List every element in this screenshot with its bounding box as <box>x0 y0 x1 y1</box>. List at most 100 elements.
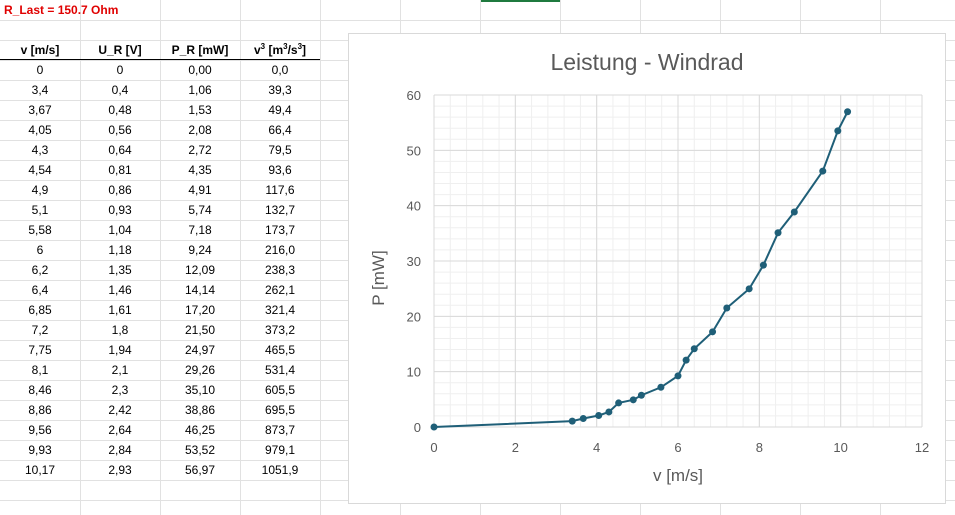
header-v[interactable]: v [m/s] <box>0 40 80 60</box>
data-point[interactable] <box>844 108 852 116</box>
cell-u-r[interactable]: 1,46 <box>108 283 132 297</box>
r-last-label[interactable]: R_Last = 150.7 Ohm <box>4 3 119 17</box>
data-point[interactable] <box>674 372 682 380</box>
cell-u-r[interactable]: 2,84 <box>108 443 132 457</box>
cell-v[interactable]: 6,2 <box>31 263 49 277</box>
cell-v[interactable]: 5,58 <box>28 223 52 237</box>
cell-u-r[interactable]: 2,3 <box>111 383 129 397</box>
cell-p-r[interactable]: 2,72 <box>188 143 212 157</box>
cell-u-r[interactable]: 0,81 <box>108 163 132 177</box>
cell-v-cubed[interactable]: 465,5 <box>264 343 296 357</box>
cell-v-cubed[interactable]: 93,6 <box>268 163 292 177</box>
header-v-cubed[interactable]: v3 [m3/s3] <box>240 40 320 60</box>
cell-v[interactable]: 9,93 <box>28 443 52 457</box>
cell-u-r[interactable]: 2,42 <box>108 403 132 417</box>
cell-u-r[interactable]: 1,94 <box>108 343 132 357</box>
data-point[interactable] <box>657 383 665 391</box>
cell-u-r[interactable]: 0,48 <box>108 103 132 117</box>
cell-v[interactable]: 8,86 <box>28 403 52 417</box>
cell-v[interactable]: 9,56 <box>28 423 52 437</box>
cell-u-r[interactable]: 2,64 <box>108 423 132 437</box>
cell-u-r[interactable]: 1,61 <box>108 303 132 317</box>
cell-v[interactable]: 6,85 <box>28 303 52 317</box>
cell-p-r[interactable]: 1,06 <box>188 83 212 97</box>
cell-v[interactable]: 5,1 <box>31 203 49 217</box>
cell-v[interactable]: 3,4 <box>31 83 49 97</box>
cell-u-r[interactable]: 2,1 <box>111 363 129 377</box>
cell-p-r[interactable]: 56,97 <box>184 463 216 477</box>
cell-v[interactable]: 7,75 <box>28 343 52 357</box>
header-u-r[interactable]: U_R [V] <box>80 40 160 60</box>
cell-u-r[interactable]: 0,56 <box>108 123 132 137</box>
cell-v[interactable]: 4,05 <box>28 123 52 137</box>
cell-v[interactable]: 8,1 <box>31 363 49 377</box>
cell-v[interactable]: 3,67 <box>28 103 52 117</box>
cell-p-r[interactable]: 53,52 <box>184 443 216 457</box>
data-point[interactable] <box>579 415 587 423</box>
cell-u-r[interactable]: 1,04 <box>108 223 132 237</box>
cell-v[interactable]: 10,17 <box>24 463 56 477</box>
data-point[interactable] <box>709 328 717 336</box>
data-point[interactable] <box>690 345 698 353</box>
cell-v[interactable]: 4,3 <box>31 143 49 157</box>
cell-v[interactable]: 6,4 <box>31 283 49 297</box>
cell-v-cubed[interactable]: 66,4 <box>268 123 292 137</box>
cell-p-r[interactable]: 29,26 <box>184 363 216 377</box>
data-point[interactable] <box>430 423 438 431</box>
data-point[interactable] <box>819 167 827 175</box>
cell-u-r[interactable]: 0 <box>116 63 124 77</box>
cell-v[interactable]: 6 <box>36 243 44 257</box>
cell-v-cubed[interactable]: 39,3 <box>268 83 292 97</box>
cell-p-r[interactable]: 38,86 <box>184 403 216 417</box>
cell-v[interactable]: 7,2 <box>31 323 49 337</box>
cell-u-r[interactable]: 0,86 <box>108 183 132 197</box>
cell-p-r[interactable]: 14,14 <box>184 283 216 297</box>
cell-v-cubed[interactable]: 321,4 <box>264 303 296 317</box>
data-point[interactable] <box>568 417 576 425</box>
cell-p-r[interactable]: 46,25 <box>184 423 216 437</box>
cell-p-r[interactable]: 0,00 <box>188 63 212 77</box>
cell-v-cubed[interactable]: 216,0 <box>264 243 296 257</box>
cell-p-r[interactable]: 4,91 <box>188 183 212 197</box>
cell-u-r[interactable]: 0,93 <box>108 203 132 217</box>
cell-u-r[interactable]: 0,64 <box>108 143 132 157</box>
cell-p-r[interactable]: 9,24 <box>188 243 212 257</box>
cell-p-r[interactable]: 17,20 <box>184 303 216 317</box>
header-p-r[interactable]: P_R [mW] <box>160 40 240 60</box>
data-point[interactable] <box>595 411 603 419</box>
chart-area[interactable]: Leistung - Windrad 0 2 4 6 8 10 12 0 10 20 30 40 50… <box>348 33 946 504</box>
data-point[interactable] <box>615 399 623 407</box>
cell-p-r[interactable]: 24,97 <box>184 343 216 357</box>
data-point[interactable] <box>759 261 767 269</box>
cell-p-r[interactable]: 2,08 <box>188 123 212 137</box>
cell-v-cubed[interactable]: 373,2 <box>264 323 296 337</box>
series-power[interactable] <box>430 108 852 431</box>
cell-v-cubed[interactable]: 0,0 <box>271 63 289 77</box>
data-point[interactable] <box>834 127 842 135</box>
cell-v[interactable]: 0 <box>36 63 44 77</box>
data-point[interactable] <box>790 208 798 216</box>
cell-v-cubed[interactable]: 173,7 <box>264 223 296 237</box>
cell-p-r[interactable]: 1,53 <box>188 103 212 117</box>
cell-v-cubed[interactable]: 132,7 <box>264 203 296 217</box>
cell-u-r[interactable]: 1,18 <box>108 243 132 257</box>
cell-v-cubed[interactable]: 979,1 <box>264 443 296 457</box>
data-point[interactable] <box>605 408 613 416</box>
data-point[interactable] <box>629 396 637 404</box>
cell-v-cubed[interactable]: 531,4 <box>264 363 296 377</box>
data-point[interactable] <box>637 391 645 399</box>
cell-v[interactable]: 4,54 <box>28 163 52 177</box>
cell-p-r[interactable]: 12,09 <box>184 263 216 277</box>
cell-v-cubed[interactable]: 117,6 <box>265 183 295 197</box>
y-axis-title[interactable]: P [mW] <box>369 250 388 305</box>
data-point[interactable] <box>745 285 753 293</box>
cell-v-cubed[interactable]: 1051,9 <box>261 463 299 477</box>
cell-v-cubed[interactable]: 873,7 <box>264 423 296 437</box>
cell-u-r[interactable]: 1,35 <box>108 263 132 277</box>
cell-p-r[interactable]: 7,18 <box>188 223 212 237</box>
cell-v-cubed[interactable]: 49,4 <box>268 103 292 117</box>
cell-u-r[interactable]: 0,4 <box>111 83 129 97</box>
x-axis-title[interactable]: v [m/s] <box>653 466 703 485</box>
cell-v[interactable]: 8,46 <box>28 383 52 397</box>
cell-p-r[interactable]: 5,74 <box>188 203 212 217</box>
